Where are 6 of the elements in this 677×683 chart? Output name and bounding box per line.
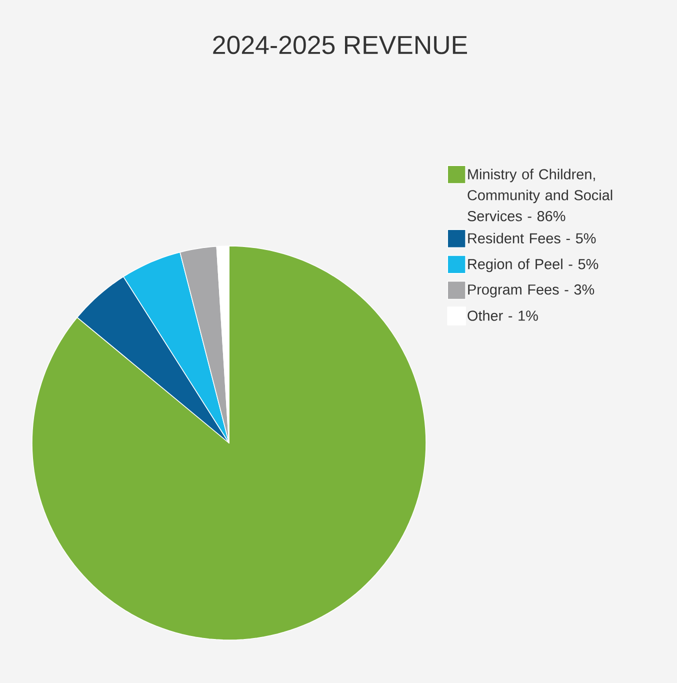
legend-label: Ministry of Children, Community and Social Services - 86% bbox=[468, 168, 612, 222]
legend-label: Other - 1% bbox=[468, 310, 538, 321]
legend-label: Resident Fees - 5% bbox=[468, 232, 596, 244]
legend-label: Program Fees - 3% bbox=[468, 284, 594, 298]
legend-label: Region of Peel - 5% bbox=[468, 258, 598, 272]
chart-title: 2024-2025 REVENUE bbox=[213, 36, 467, 54]
